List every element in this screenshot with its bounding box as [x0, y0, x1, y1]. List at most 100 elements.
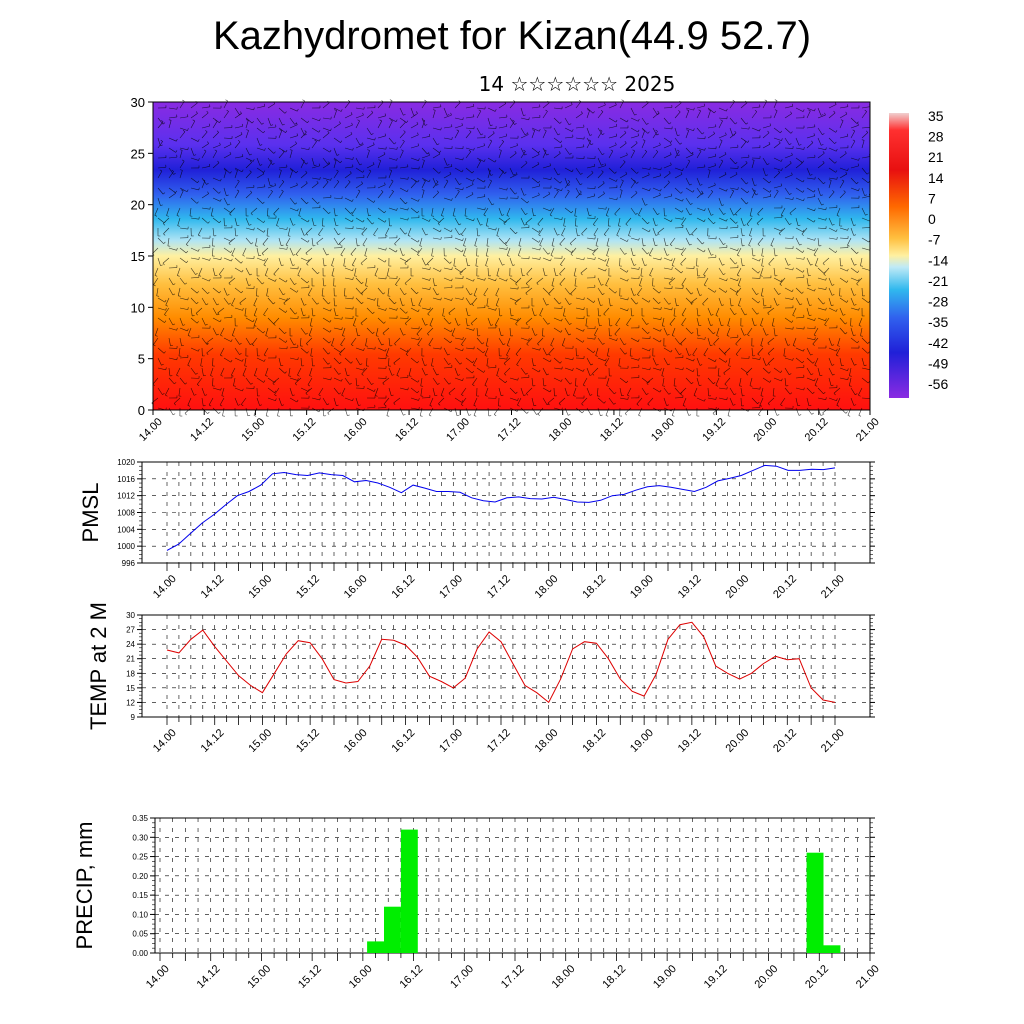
y-tick-label: 0.05 — [132, 930, 148, 939]
panel-frame — [154, 817, 871, 954]
y-tick-label: 0.35 — [132, 814, 148, 823]
x-tick-label: 14.00 — [151, 573, 179, 601]
heatmap-y-tick: 20 — [131, 198, 145, 213]
heatmap-x-tick: 20.00 — [751, 416, 779, 444]
heatmap-field — [153, 102, 870, 410]
heatmap-x-tick: 20.12 — [803, 416, 831, 444]
wind-barbs — [151, 99, 871, 417]
precip-bar — [823, 945, 841, 953]
x-tick-label: 19.12 — [702, 963, 730, 991]
y-tick-label: 0.20 — [132, 872, 148, 881]
x-tick-label: 16.00 — [347, 963, 375, 991]
x-tick-label: 21.00 — [819, 573, 847, 601]
y-tick-label: 1004 — [117, 525, 135, 534]
precip-bar — [367, 941, 384, 953]
colorbar-label: -49 — [928, 355, 948, 371]
colorbar-label: 0 — [928, 211, 936, 227]
x-tick-label: 17.12 — [485, 727, 513, 755]
pmsl-panel: 996 1000 1004 1008 1012 1016 1020 14.00 14.12 15.… — [78, 458, 875, 601]
heatmap-y-tick: 15 — [131, 249, 145, 264]
x-tick-label: 19.00 — [628, 727, 656, 755]
colorbar-label: -21 — [928, 273, 948, 289]
y-tick-label: 0.00 — [132, 949, 148, 958]
y-tick-label: 1012 — [117, 492, 135, 501]
colorbar-label: 7 — [928, 190, 936, 206]
x-tick-label: 16.12 — [397, 963, 425, 991]
pmsl-series-line — [166, 464, 836, 551]
chart-title: Kazhydromet for Kizan(44.9 52.7) — [212, 14, 812, 58]
colorbar-label: 35 — [928, 108, 944, 124]
colorbar-label: 21 — [928, 149, 944, 165]
x-tick-label: 15.00 — [245, 963, 273, 991]
x-tick-label: 19.00 — [628, 573, 656, 601]
x-tick-label: 15.00 — [246, 727, 274, 755]
heatmap-y-tick: 30 — [131, 95, 145, 110]
heatmap-x-tick: 18.00 — [547, 416, 575, 444]
heatmap-y-tick: 0 — [138, 403, 145, 418]
colorbar-label: -35 — [928, 314, 948, 330]
temperature-series-line — [166, 621, 836, 704]
y-tick-label: 9 — [131, 713, 136, 722]
y-axis-label: PRECIP, mm — [72, 822, 97, 950]
x-tick-label: 17.00 — [448, 963, 476, 991]
heatmap-y-tick: 10 — [131, 300, 145, 315]
y-tick-label: 21 — [126, 655, 135, 664]
x-tick-label: 15.12 — [294, 573, 322, 601]
x-tick-label: 19.12 — [676, 573, 704, 601]
y-tick-label: 0.30 — [132, 833, 148, 842]
x-tick-label: 17.12 — [485, 573, 513, 601]
colorbar: 35 28 21 14 7 0 -7 -14 -21 -28 -35 -42 -49 -56 — [889, 108, 948, 398]
x-tick-label: 16.12 — [389, 727, 417, 755]
x-tick-label: 16.00 — [342, 573, 370, 601]
heatmap-y-tick: 5 — [138, 352, 145, 367]
temperature-panel: 9 12 15 18 21 24 27 30 14.00 14.12 15.00 15.12 16.00… — [86, 602, 875, 755]
heatmap-x-tick: 15.12 — [291, 416, 319, 444]
x-tick-label: 18.00 — [550, 963, 578, 991]
precip-bar — [806, 852, 824, 953]
precipitation-panel: 0.00 0.05 0.10 0.15 0.20 0.25 0.30 0.35 14.00 14.… — [72, 814, 882, 991]
y-tick-label: 27 — [126, 626, 135, 635]
x-tick-label: 18.12 — [580, 727, 608, 755]
x-tick-label: 21.00 — [819, 727, 847, 755]
heatmap-x-tick: 21.00 — [854, 416, 882, 444]
heatmap-x-tick: 14.12 — [188, 416, 216, 444]
x-tick-label: 14.12 — [199, 727, 227, 755]
colorbar-label: -14 — [928, 252, 948, 268]
y-tick-label: 1008 — [117, 509, 135, 518]
colorbar-label: -7 — [928, 232, 941, 248]
x-tick-label: 15.12 — [294, 727, 322, 755]
x-tick-label: 20.00 — [752, 963, 780, 991]
x-tick-label: 20.12 — [803, 963, 831, 991]
y-tick-label: 1016 — [117, 475, 135, 484]
precip-bar — [384, 906, 401, 953]
x-tick-label: 15.00 — [246, 573, 274, 601]
y-tick-label: 0.25 — [132, 853, 148, 862]
y-tick-label: 0.15 — [132, 891, 148, 900]
heatmap-x-tick: 17.00 — [444, 416, 472, 444]
x-tick-label: 21.00 — [854, 963, 882, 991]
y-tick-label: 18 — [126, 669, 135, 678]
x-tick-label: 19.12 — [676, 727, 704, 755]
x-tick-label: 20.00 — [723, 573, 751, 601]
heatmap-x-tick: 18.12 — [598, 416, 626, 444]
x-tick-label: 16.00 — [342, 727, 370, 755]
x-tick-label: 15.12 — [296, 963, 324, 991]
x-tick-label: 20.00 — [723, 727, 751, 755]
y-axis-label: TEMP at 2 M — [86, 602, 111, 730]
x-tick-label: 14.00 — [144, 963, 172, 991]
y-tick-label: 30 — [126, 611, 135, 620]
x-tick-label: 20.12 — [771, 727, 799, 755]
x-tick-label: 17.12 — [499, 963, 527, 991]
colorbar-label: -56 — [928, 376, 948, 392]
x-tick-label: 18.00 — [533, 573, 561, 601]
y-tick-label: 24 — [126, 640, 135, 649]
heatmap-x-tick: 19.00 — [649, 416, 677, 444]
heatmap-panel: 0 5 10 15 20 25 30 14.00 14.12 15.00 15.12 16.00 16.… — [131, 95, 882, 444]
colorbar-label: -42 — [928, 335, 948, 351]
y-tick-label: 996 — [122, 559, 136, 568]
chart-subtitle: 14 ☆☆☆☆☆☆ 2025 — [478, 72, 676, 96]
x-tick-label: 14.12 — [199, 573, 227, 601]
y-tick-label: 1020 — [117, 458, 135, 467]
x-tick-label: 18.00 — [533, 727, 561, 755]
